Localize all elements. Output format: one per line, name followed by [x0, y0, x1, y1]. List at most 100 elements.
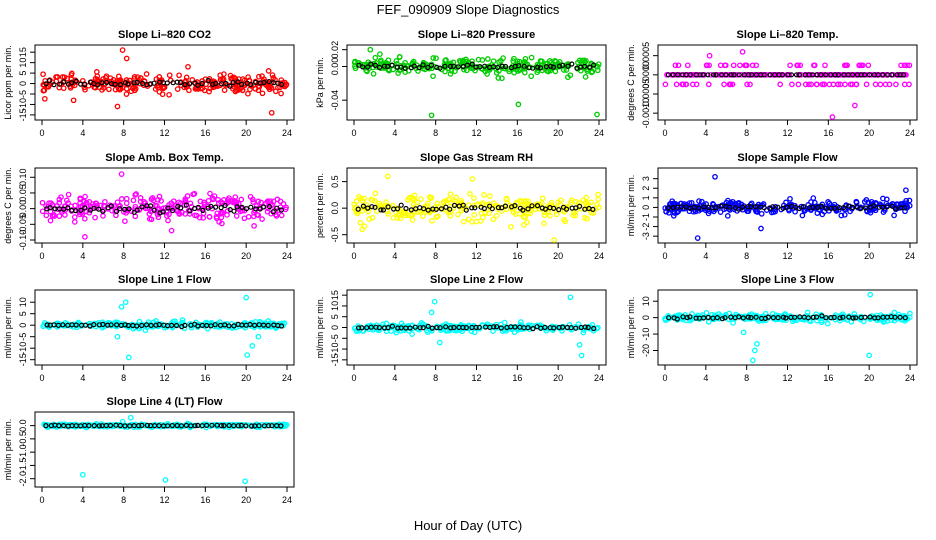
data-point: [362, 65, 368, 71]
data-point: [455, 211, 461, 218]
data-point: [705, 81, 712, 88]
x-tick-label: 24: [282, 251, 292, 261]
reference-point: [705, 314, 711, 321]
y-tick-label: 0.00: [18, 200, 28, 218]
data-point: [463, 67, 470, 74]
data-point: [372, 54, 379, 61]
reference-point: [389, 62, 395, 68]
data-point: [663, 208, 670, 215]
data-point: [359, 226, 366, 233]
data-point: [118, 196, 125, 202]
reference-point: [740, 315, 746, 321]
outlier-point: [162, 477, 169, 483]
data-point: [43, 212, 50, 219]
y-axis-label: degrees C per min.: [3, 167, 13, 244]
y-tick-label: 5: [330, 314, 340, 319]
reference-point: [684, 315, 690, 321]
data-point: [696, 198, 702, 204]
data-point: [522, 55, 529, 62]
outlier-point: [754, 341, 760, 347]
reference-point: [372, 204, 378, 210]
reference-point: [99, 80, 105, 86]
reference-point: [823, 72, 829, 78]
data-point: [794, 62, 800, 69]
data-point: [500, 55, 506, 61]
data-point: [693, 81, 700, 88]
data-point: [583, 57, 589, 64]
data-point: [271, 423, 278, 429]
chart-panel-2: Slope Li–820 Pressure kPa per min. 0 4 8 12 16…: [315, 29, 607, 138]
data-point: [369, 214, 376, 221]
reference-point: [91, 205, 97, 211]
data-point: [146, 211, 153, 217]
reference-point: [819, 313, 825, 319]
series-points: [662, 291, 913, 364]
data-point: [753, 62, 760, 69]
reference-point: [438, 206, 444, 212]
x-tick-label: 8: [744, 373, 749, 383]
reference-point: [696, 205, 702, 211]
data-point: [174, 86, 181, 92]
data-point: [123, 195, 130, 202]
data-point: [706, 62, 712, 69]
data-point: [891, 309, 898, 316]
outlier-point: [551, 237, 557, 243]
reference-point: [736, 314, 742, 320]
reference-point: [665, 205, 672, 211]
data-point: [575, 321, 582, 327]
reference-point: [359, 325, 365, 331]
data-point: [863, 203, 869, 209]
data-point: [789, 81, 795, 88]
data-point: [226, 424, 232, 431]
data-point: [729, 198, 736, 205]
data-point: [71, 214, 78, 220]
reference-point: [117, 206, 123, 212]
reference-point: [713, 72, 719, 78]
reference-point: [434, 64, 440, 71]
reference-point: [892, 206, 899, 212]
data-point: [787, 62, 793, 69]
reference-point: [394, 206, 401, 212]
y-tick-label: -0.04: [330, 90, 340, 111]
x-tick-label: 16: [512, 128, 522, 138]
y-tick-label: 0.0: [330, 202, 340, 215]
reference-point: [360, 203, 366, 209]
data-point: [877, 81, 884, 88]
data-point: [93, 69, 100, 75]
data-point: [247, 86, 253, 93]
reference-point: [551, 325, 557, 331]
y-tick-label: 0.0005: [641, 42, 651, 70]
reference-point: [586, 64, 593, 70]
data-point: [707, 71, 714, 78]
data-point: [859, 62, 866, 69]
x-tick-label: 20: [241, 373, 251, 383]
data-point: [802, 81, 809, 88]
reference-point: [765, 314, 772, 320]
outlier-point: [866, 352, 873, 359]
y-axis-label: ml/min per min.: [626, 175, 636, 237]
reference-point: [767, 72, 773, 78]
reference-point: [697, 72, 703, 78]
reference-point: [261, 79, 267, 86]
reference-point: [398, 202, 404, 208]
data-point: [280, 201, 287, 207]
reference-point: [831, 314, 837, 320]
reference-point: [840, 314, 846, 320]
reference-point: [153, 322, 159, 328]
data-point: [516, 210, 523, 217]
x-tick-label: 12: [782, 251, 792, 261]
x-tick-label: 4: [703, 373, 708, 383]
data-point: [46, 200, 52, 206]
reference-point: [60, 423, 67, 429]
reference-point: [674, 316, 680, 322]
reference-point: [585, 324, 591, 331]
data-point: [396, 212, 403, 219]
reference-point: [796, 205, 803, 212]
outlier-point: [185, 63, 191, 70]
outlier-point: [268, 109, 275, 116]
data-point: [430, 55, 437, 61]
y-axis-label: ml/min per min.: [3, 297, 13, 359]
reference-point: [235, 423, 241, 429]
x-tick-label: 24: [282, 128, 292, 138]
data-point: [819, 81, 826, 88]
